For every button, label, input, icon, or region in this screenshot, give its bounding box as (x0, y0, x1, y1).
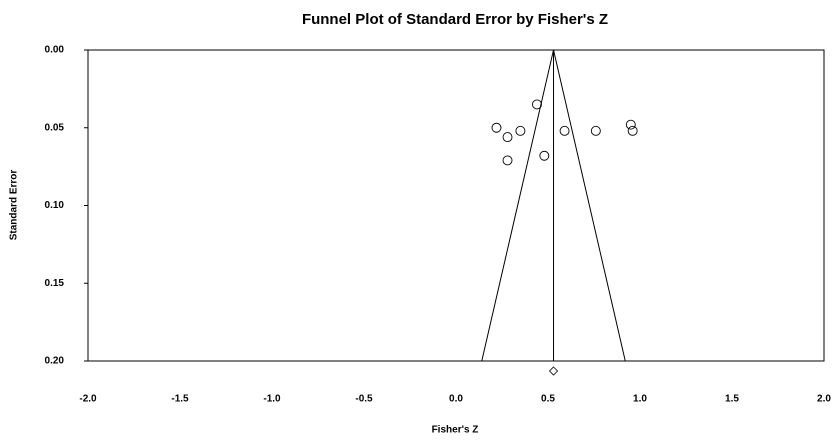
study-point (532, 100, 541, 109)
y-tick-label: 0.05 (45, 122, 65, 133)
x-tick-label: -1.5 (171, 394, 189, 405)
y-tick-label: 0.15 (45, 278, 65, 289)
study-point (540, 151, 549, 160)
y-tick-label: 0.00 (45, 45, 65, 56)
study-point (626, 120, 635, 129)
study-point (503, 133, 512, 142)
funnel-right (554, 50, 626, 361)
funnel-left (482, 50, 554, 361)
x-axis-label: Fisher's Z (432, 425, 479, 436)
chart-title: Funnel Plot of Standard Error by Fisher'… (302, 11, 608, 28)
study-point (503, 156, 512, 165)
chart: Funnel Plot of Standard Error by Fisher'… (0, 0, 836, 440)
x-tick-label: -0.5 (355, 394, 373, 405)
x-tick-label: 1.0 (633, 394, 647, 405)
x-tick-label: 1.5 (725, 394, 739, 405)
x-tick-label: 0.0 (449, 394, 463, 405)
study-point (591, 126, 600, 135)
page: {"chart_data": {"type": "scatter", "titl… (0, 0, 836, 440)
x-tick-label: -2.0 (79, 394, 97, 405)
x-tick-label: -1.0 (263, 394, 281, 405)
plot-frame (88, 50, 824, 361)
study-point (560, 126, 569, 135)
y-axis-label: Standard Error (9, 170, 20, 241)
study-point (516, 126, 525, 135)
x-tick-label: 2.0 (817, 394, 831, 405)
x-tick-label: 0.5 (541, 394, 555, 405)
study-point (492, 123, 501, 132)
y-tick-label: 0.10 (45, 200, 65, 211)
study-point (628, 126, 637, 135)
y-tick-label: 0.20 (45, 356, 65, 367)
summary-diamond (550, 367, 558, 375)
